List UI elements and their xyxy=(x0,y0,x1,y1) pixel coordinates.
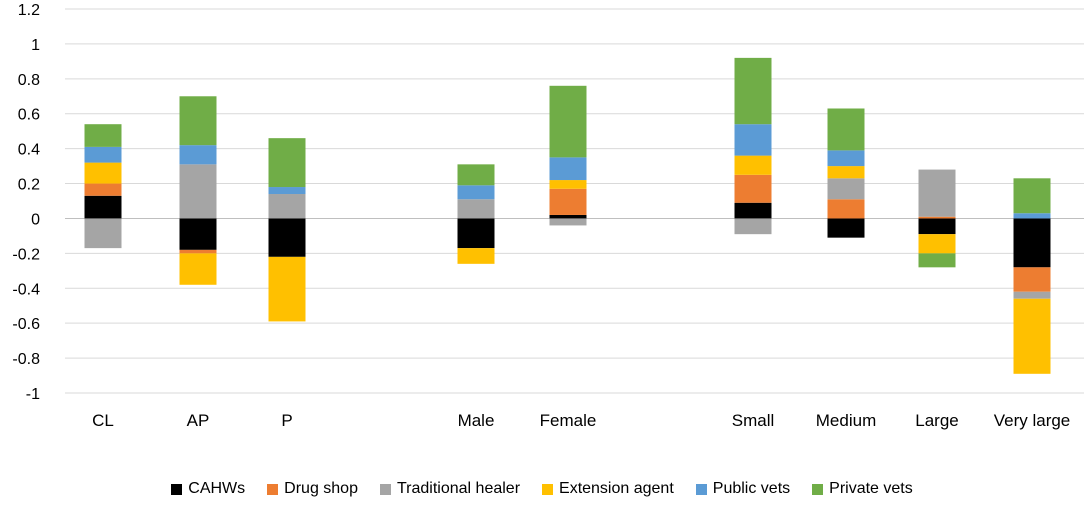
bar-segment xyxy=(179,249,217,254)
legend-item: CAHWs xyxy=(171,480,245,498)
bar-segment xyxy=(268,194,306,219)
bar-segment xyxy=(1013,298,1051,374)
bar-segment xyxy=(734,57,772,125)
bar-segment xyxy=(268,256,306,322)
y-tick-label: -0.6 xyxy=(12,316,40,333)
y-tick-label: -0.8 xyxy=(12,351,40,368)
legend-swatch xyxy=(542,483,554,495)
bar-segment xyxy=(268,218,306,257)
legend-swatch xyxy=(267,483,279,495)
y-axis-ticks: -1 -0.8 -0.6 -0.4 -0.2 0 0.2 0.4 0.6 0.8 1 1.2 xyxy=(12,2,40,403)
category-label: Very large xyxy=(994,411,1071,430)
bar-segment xyxy=(179,218,217,250)
bar-segment xyxy=(84,162,122,184)
bar-segment xyxy=(457,199,495,219)
bar-segment xyxy=(918,216,956,219)
category-label: CL xyxy=(92,411,114,430)
legend-label: Traditional healer xyxy=(396,480,521,497)
bar-segment xyxy=(1013,267,1051,292)
y-tick-label: -0.4 xyxy=(12,281,40,298)
legend-label: Drug shop xyxy=(284,480,358,497)
y-tick-label: 0.2 xyxy=(18,177,40,194)
bar-segment xyxy=(734,124,772,156)
category-label: Male xyxy=(458,411,495,430)
x-axis-categories: CL AP P Male Female Small Medium Large Very larg… xyxy=(92,411,1070,430)
category-label: P xyxy=(281,411,292,430)
bar-segment xyxy=(549,188,587,215)
bar-segment xyxy=(549,85,587,158)
legend-swatch xyxy=(695,483,707,495)
legend-swatch xyxy=(379,483,391,495)
y-tick-label: -0.2 xyxy=(12,246,40,263)
bar-segment xyxy=(1013,213,1051,219)
bar-segment xyxy=(457,218,495,249)
bar-segment xyxy=(918,253,956,268)
y-tick-label: 0.8 xyxy=(18,72,40,89)
legend-label: Public vets xyxy=(712,480,791,497)
bar-segment xyxy=(457,185,495,200)
legend-swatch xyxy=(171,483,183,495)
y-tick-label: -1 xyxy=(26,386,40,403)
bar-segment xyxy=(827,150,865,167)
bar-segment xyxy=(827,218,865,238)
bar-segment xyxy=(549,180,587,189)
y-tick-label: 1 xyxy=(31,37,40,54)
bars xyxy=(84,57,1051,374)
bar-segment xyxy=(84,183,122,196)
legend-label: Private vets xyxy=(829,480,913,497)
bar-segment xyxy=(179,145,217,165)
category-label: Large xyxy=(915,411,958,430)
y-tick-label: 0.6 xyxy=(18,107,40,124)
bar-segment xyxy=(827,108,865,151)
bar-segment xyxy=(827,178,865,200)
bar-segment xyxy=(84,195,122,219)
category-label: Small xyxy=(732,411,775,430)
bar-segment xyxy=(918,218,956,235)
legend-swatch xyxy=(812,483,824,495)
chart-canvas: -1 -0.8 -0.6 -0.4 -0.2 0 0.2 0.4 0.6 0.8 1 1.2 CL AP… xyxy=(12,2,1084,430)
bar-segment xyxy=(179,96,217,146)
bar-segment xyxy=(84,218,122,249)
bar-segment xyxy=(457,164,495,186)
y-tick-label: 1.2 xyxy=(18,2,40,19)
bar-segment xyxy=(84,124,122,147)
bar-segment xyxy=(549,157,587,181)
bar-segment xyxy=(734,202,772,219)
legend-label: Extension agent xyxy=(559,480,674,497)
bar-segment xyxy=(179,164,217,219)
bar-segment xyxy=(918,169,956,217)
bar-segment xyxy=(1013,218,1051,268)
bar-segment xyxy=(734,155,772,175)
legend-item: Extension agent xyxy=(542,480,674,498)
bar-segment xyxy=(549,214,587,219)
bar-segment xyxy=(918,234,956,254)
bar-segment xyxy=(549,218,587,226)
bar-segment xyxy=(457,248,495,264)
y-tick-label: 0 xyxy=(31,211,40,228)
bar-segment xyxy=(268,138,306,188)
bar-segment xyxy=(84,146,122,163)
bar-segment xyxy=(827,199,865,219)
legend-item: Traditional healer xyxy=(379,480,521,498)
bar-segment xyxy=(1013,178,1051,214)
bar-segment xyxy=(268,187,306,195)
category-label: AP xyxy=(187,411,210,430)
legend-item: Private vets xyxy=(812,480,913,498)
bar-segment xyxy=(179,253,217,285)
category-label: Female xyxy=(540,411,597,430)
legend-item: Public vets xyxy=(695,480,791,498)
legend: CAHWs Drug shop Traditional healer Extensio… xyxy=(0,480,1084,498)
y-tick-label: 0.4 xyxy=(18,142,40,159)
bar-segment xyxy=(1013,291,1051,299)
bar-segment xyxy=(734,174,772,203)
legend-label: CAHWs xyxy=(188,480,246,497)
category-label: Medium xyxy=(816,411,876,430)
bar-segment xyxy=(827,166,865,179)
legend-item: Drug shop xyxy=(267,480,358,498)
bar-segment xyxy=(734,218,772,235)
